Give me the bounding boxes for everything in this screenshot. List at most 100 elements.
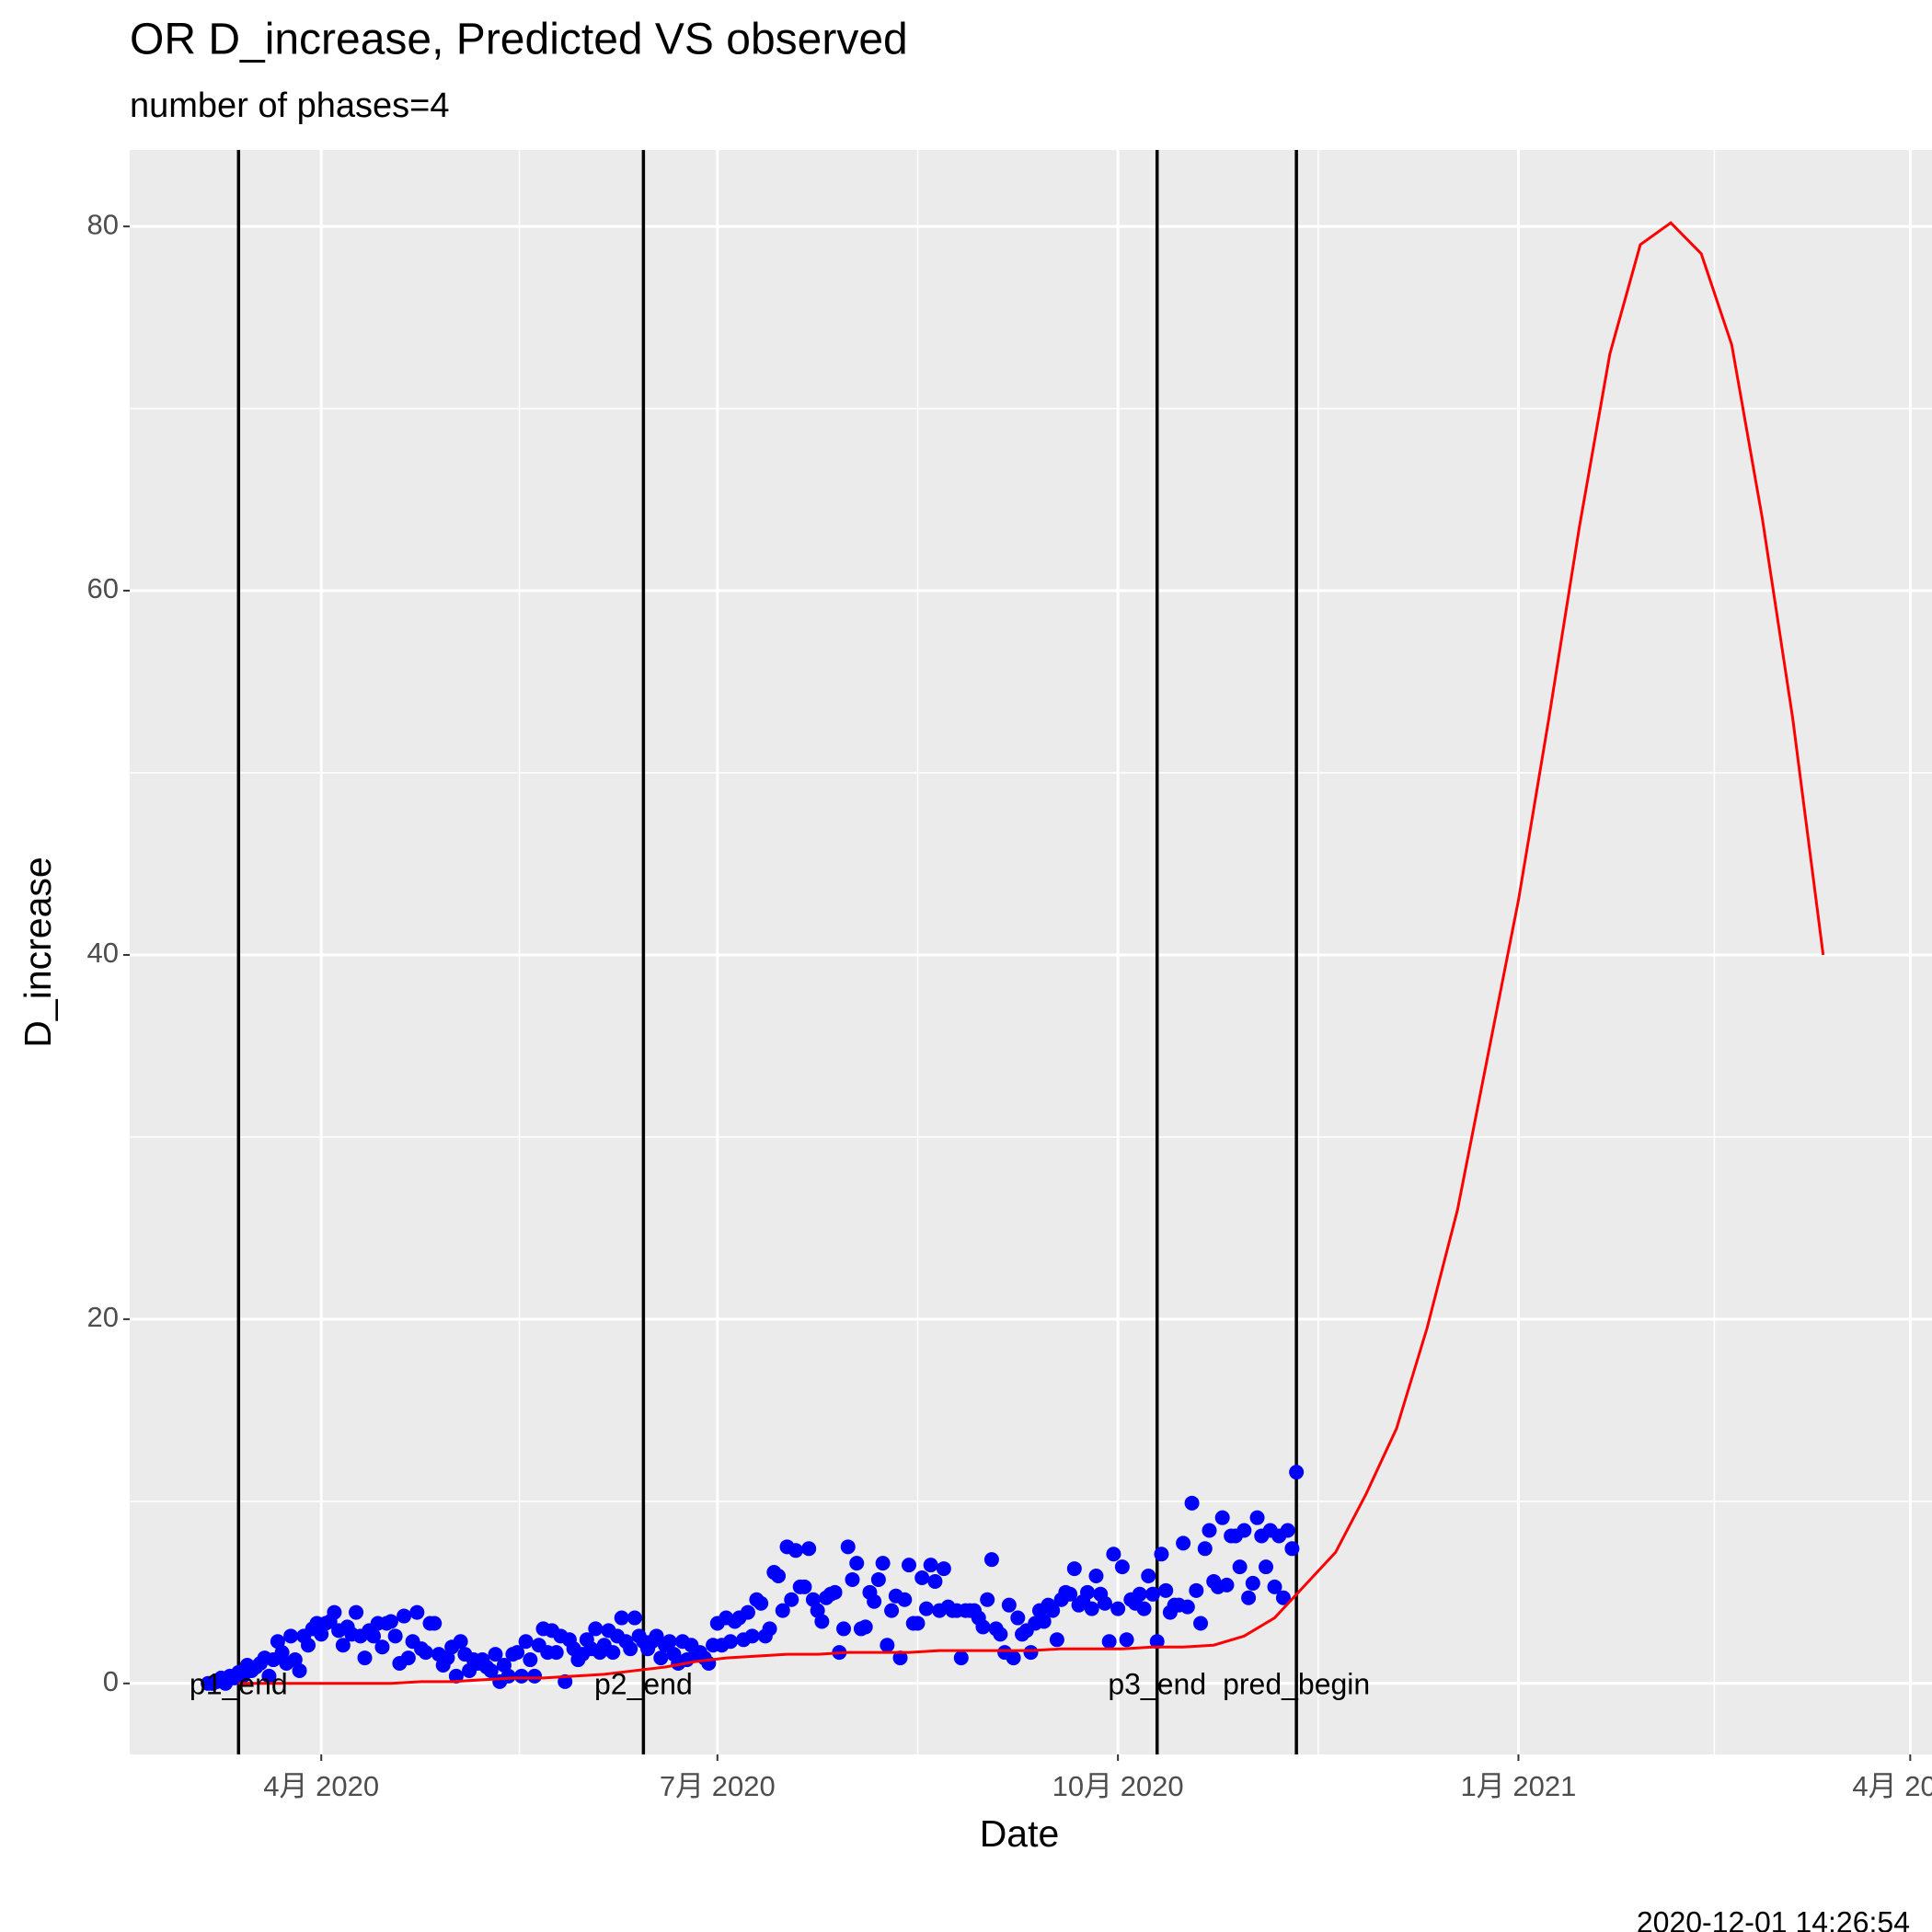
observed-point <box>548 1645 564 1661</box>
observed-point <box>1066 1561 1082 1577</box>
observed-point <box>840 1539 856 1555</box>
observed-point <box>1132 1586 1147 1602</box>
observed-point <box>1110 1601 1126 1616</box>
observed-point <box>1267 1579 1282 1594</box>
observed-point <box>1101 1634 1117 1650</box>
observed-point <box>1088 1569 1104 1584</box>
observed-point <box>740 1604 755 1620</box>
observed-point <box>418 1645 433 1661</box>
observed-point <box>1289 1465 1305 1480</box>
observed-point <box>1141 1569 1156 1584</box>
chart-title: OR D_increase, Predicted VS observed <box>130 16 908 64</box>
observed-point <box>918 1601 934 1616</box>
caption: 2020-12-01 14:26:54 <box>1637 1905 1910 1932</box>
x-tick-label: 4月 2020 <box>263 1770 379 1802</box>
observed-point <box>397 1608 412 1624</box>
observed-point <box>1154 1547 1169 1562</box>
observed-point <box>374 1639 390 1655</box>
observed-point <box>993 1627 1008 1642</box>
observed-point <box>723 1634 738 1650</box>
observed-point <box>518 1634 534 1650</box>
observed-point <box>1214 1510 1230 1525</box>
observed-point <box>762 1621 777 1637</box>
observed-point <box>400 1650 416 1666</box>
observed-point <box>1119 1632 1134 1648</box>
observed-point <box>801 1541 817 1557</box>
observed-point <box>875 1556 891 1571</box>
observed-point <box>753 1595 769 1611</box>
phase-label: p1_end <box>190 1667 288 1700</box>
x-axis-title: Date <box>980 1812 1060 1855</box>
y-tick-label: 40 <box>87 937 119 969</box>
observed-point <box>1001 1597 1017 1613</box>
x-tick-label: 10月 2020 <box>1052 1770 1184 1802</box>
observed-point <box>910 1616 926 1631</box>
observed-point <box>1236 1523 1252 1538</box>
observed-point <box>301 1638 316 1653</box>
observed-point <box>1197 1541 1213 1557</box>
x-tick-label: 4月 2021 <box>1852 1770 1932 1802</box>
observed-point <box>627 1610 642 1626</box>
observed-point <box>510 1645 525 1661</box>
observed-point <box>1280 1523 1295 1538</box>
observed-point <box>387 1628 403 1644</box>
x-tick-label: 7月 2020 <box>660 1770 776 1802</box>
observed-point <box>775 1603 790 1618</box>
observed-point <box>1259 1559 1274 1575</box>
observed-point <box>827 1584 843 1600</box>
observed-point <box>661 1634 677 1650</box>
observed-point <box>335 1638 351 1653</box>
observed-point <box>1176 1535 1191 1551</box>
observed-point <box>892 1650 908 1666</box>
observed-point <box>927 1573 943 1589</box>
observed-point <box>283 1628 299 1644</box>
observed-point <box>1241 1590 1257 1605</box>
observed-point <box>349 1604 364 1620</box>
observed-point <box>980 1592 995 1607</box>
observed-point <box>902 1558 917 1573</box>
observed-point <box>914 1570 930 1585</box>
observed-point <box>771 1569 787 1584</box>
y-tick-label: 20 <box>87 1301 119 1333</box>
observed-point <box>649 1628 664 1644</box>
observed-point <box>261 1668 277 1684</box>
observed-point <box>880 1638 895 1653</box>
observed-point <box>953 1650 969 1666</box>
observed-point <box>1284 1541 1300 1557</box>
observed-point <box>500 1668 516 1684</box>
observed-point <box>527 1668 543 1684</box>
chart-subtitle: number of phases=4 <box>130 86 450 125</box>
observed-point <box>814 1614 830 1629</box>
observed-point <box>488 1647 503 1662</box>
observed-point <box>1010 1610 1026 1626</box>
observed-point <box>1219 1577 1235 1593</box>
observed-point <box>1179 1599 1195 1615</box>
y-tick-label: 60 <box>87 572 119 604</box>
observed-point <box>1202 1523 1217 1538</box>
observed-point <box>1036 1614 1052 1629</box>
observed-point <box>653 1650 669 1666</box>
observed-point <box>383 1614 398 1629</box>
observed-point <box>1097 1595 1112 1611</box>
observed-point <box>1045 1603 1061 1618</box>
y-axis-title: D_increase <box>17 857 59 1047</box>
observed-point <box>588 1621 604 1637</box>
observed-point <box>845 1571 860 1587</box>
observed-point <box>836 1621 852 1637</box>
observed-point <box>923 1558 938 1573</box>
observed-point <box>1106 1547 1121 1562</box>
observed-point <box>1084 1601 1099 1616</box>
observed-point <box>605 1645 621 1661</box>
observed-point <box>427 1616 443 1631</box>
observed-point <box>327 1604 342 1620</box>
observed-point <box>1114 1559 1130 1575</box>
observed-point <box>1149 1634 1165 1650</box>
observed-point <box>292 1662 307 1678</box>
x-tick-label: 1月 2021 <box>1461 1770 1577 1802</box>
observed-point <box>1049 1632 1064 1648</box>
observed-point <box>784 1592 799 1607</box>
observed-point <box>513 1668 529 1684</box>
observed-point <box>849 1556 865 1571</box>
phase-label: pred_begin <box>1223 1667 1370 1700</box>
observed-point <box>453 1634 468 1650</box>
